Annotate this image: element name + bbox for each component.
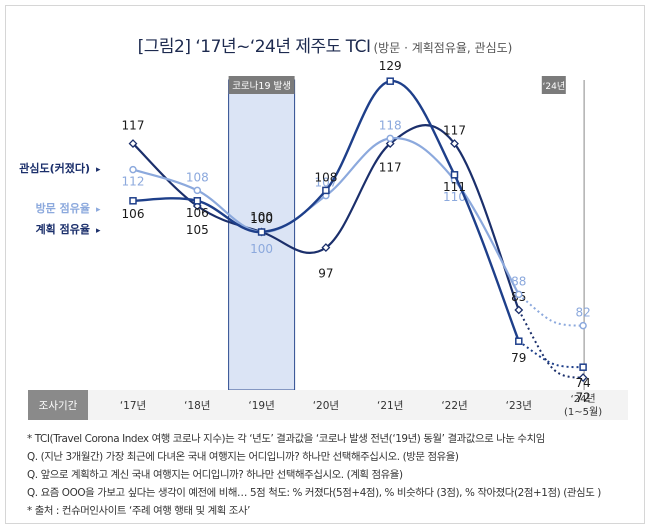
- data-label: 88: [511, 274, 526, 288]
- legend-arrow: ▸: [96, 205, 101, 215]
- data-label: 117: [443, 124, 466, 138]
- data-label: 117: [122, 119, 145, 133]
- header-cell: [28, 390, 88, 420]
- series-projection: [518, 293, 584, 327]
- legend-arrow: ▸: [96, 165, 101, 175]
- tick-label: ‘23년: [506, 400, 532, 412]
- footnote-4: Q. 요즘 OOO을 가보고 싶다는 생각이 예전에 비해… 5점 척도: % …: [27, 487, 601, 499]
- data-point: [579, 363, 587, 371]
- legend-label: 방문 점유율: [36, 201, 90, 215]
- data-label: 108: [314, 170, 337, 184]
- tick-label: ‘21년: [377, 400, 403, 412]
- covid-tag: 코로나19 발생: [232, 81, 291, 92]
- data-label: 74: [575, 376, 590, 390]
- tick-label: (1~5월): [564, 406, 602, 418]
- data-label: 100: [250, 210, 273, 224]
- data-label: 129: [379, 59, 402, 73]
- tick-label: ‘19년: [248, 400, 274, 412]
- data-point: [386, 77, 394, 85]
- data-point: [579, 321, 587, 330]
- data-label: 112: [122, 175, 145, 189]
- legend-label: 관심도(커졌다): [19, 161, 90, 175]
- data-label: 100: [250, 212, 273, 226]
- title-main: [그림2] ‘17년~‘24년 제주도 TCI: [137, 37, 371, 57]
- data-label: 72: [575, 391, 590, 405]
- data-label: 107: [314, 176, 337, 190]
- category-row: [28, 390, 628, 420]
- data-label: 79: [511, 351, 526, 365]
- series-projection: [518, 340, 584, 369]
- data-label: 117: [379, 161, 402, 175]
- data-label: 97: [318, 267, 333, 281]
- data-point: [257, 228, 266, 236]
- data-label: 82: [575, 306, 590, 320]
- data-label: 118: [379, 118, 402, 132]
- data-point: [450, 139, 459, 149]
- data-label: 100: [250, 242, 273, 256]
- title-sub: (방문 · 계획점유율, 관심도): [373, 41, 513, 55]
- footnote-2: Q. (지난 3개월간) 가장 최근에 다녀온 국내 여행지는 어디입니까? 하…: [27, 451, 459, 463]
- covid-tag-box: [228, 76, 295, 94]
- figure-frame: [5, 5, 645, 524]
- data-label: 110: [443, 190, 466, 204]
- data-point: [128, 139, 138, 149]
- data-point: [129, 197, 137, 205]
- tick-label: ‘24년: [571, 393, 596, 405]
- data-point: [515, 290, 523, 299]
- data-label: 111: [443, 180, 466, 194]
- data-point: [386, 134, 394, 143]
- data-label: 106: [122, 207, 145, 221]
- y24-tag: ‘24년: [543, 81, 566, 92]
- series-projection: [517, 309, 584, 379]
- data-point: [193, 197, 202, 205]
- tick-label: ‘20년: [313, 400, 339, 412]
- y24-tag-box: [541, 76, 566, 94]
- data-point: [385, 139, 395, 149]
- data-point: [450, 171, 459, 179]
- table-header: 조사기간: [39, 400, 78, 412]
- data-point: [322, 186, 330, 195]
- series-line: [132, 79, 520, 342]
- tick-label: ‘22년: [441, 400, 467, 412]
- data-point: [129, 165, 137, 174]
- data-point: [515, 337, 523, 345]
- legend-label: 계획 점유율: [36, 222, 90, 236]
- footnote-1: * TCI(Travel Corona Index 여행 코로나 지수)는 각 …: [27, 433, 545, 445]
- tick-label: ‘18년: [184, 400, 210, 412]
- data-point: [578, 373, 588, 383]
- data-label: 105: [186, 223, 209, 237]
- data-label: 108: [186, 170, 209, 184]
- footnote-5: * 출처 : 컨슈머인사이트 ‘주례 여행 행태 및 계획 조사’: [27, 505, 251, 517]
- footnote-3: Q. 앞으로 계획하고 계신 국내 여행지는 어디입니까? 하나만 선택해주십시…: [27, 469, 403, 481]
- tick-label: ‘17년: [120, 400, 146, 412]
- data-point: [514, 305, 524, 315]
- legend-arrow: ▸: [96, 226, 101, 236]
- data-point: [193, 186, 202, 195]
- chart-title: [그림2] ‘17년~‘24년 제주도 TCI (방문 · 계획점유율, 관심도): [0, 32, 650, 57]
- data-point: [321, 243, 331, 253]
- data-label: 106: [186, 206, 209, 220]
